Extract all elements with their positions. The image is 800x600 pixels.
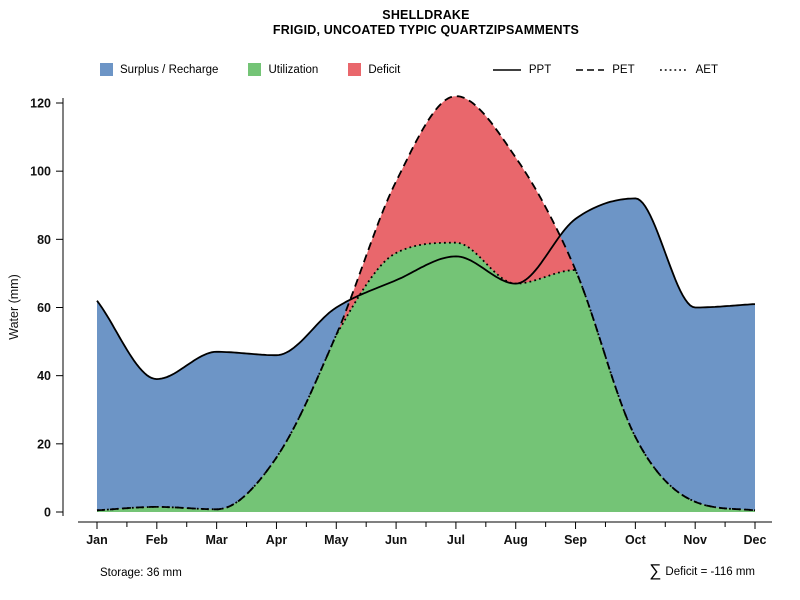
month-label: Jun: [385, 533, 407, 547]
legend-line-group: PPT PET AET: [492, 64, 718, 76]
legend-item-deficit: Deficit: [348, 63, 400, 76]
month-label: Aug: [504, 533, 528, 547]
deficit-annotation: ∑ Deficit = -116 mm: [649, 561, 755, 580]
chart-subtitle: FRIGID, UNCOATED TYPIC QUARTZIPSAMMENTS: [272, 23, 580, 37]
legend-label-surplus: Surplus / Recharge: [120, 63, 219, 76]
legend-item-surplus: Surplus / Recharge: [100, 63, 218, 76]
storage-annotation: Storage: 36 mm: [100, 567, 182, 579]
y-tick-label: 0: [44, 506, 51, 520]
chart-legend: Surplus / Recharge Utilization Deficit P…: [100, 63, 718, 76]
utilization-swatch: [248, 63, 262, 76]
month-label: Sep: [564, 533, 587, 547]
y-tick-label: 40: [37, 369, 51, 383]
legend-item-pet: PET: [575, 63, 635, 76]
month-label: May: [324, 533, 348, 547]
month-label: Jul: [447, 533, 465, 547]
legend-label-deficit: Deficit: [368, 63, 401, 76]
sum-symbol: ∑: [649, 561, 662, 580]
y-tick-label: 80: [37, 233, 51, 247]
deficit-text: Deficit = -116 mm: [665, 566, 755, 578]
month-label: Nov: [683, 533, 707, 547]
legend-item-aet: AET: [659, 64, 718, 76]
y-tick-label: 60: [37, 301, 51, 315]
legend-label-aet: AET: [695, 63, 718, 76]
dotted-line-icon: [659, 68, 688, 71]
legend-label-ppt: PPT: [528, 63, 552, 76]
dashed-line-icon: [576, 68, 605, 71]
legend-label-utilization: Utilization: [268, 63, 319, 76]
y-tick-label: 100: [30, 165, 51, 179]
month-label: Dec: [744, 533, 767, 547]
month-label: Oct: [625, 533, 647, 547]
ppt-line: [96, 197, 756, 381]
month-label: Feb: [146, 533, 169, 547]
chart-title-block: SHELLDRAKE FRIGID, UNCOATED TYPIC QUARTZ…: [52, 8, 800, 38]
aet-line: [96, 241, 756, 512]
utilization-area: [97, 242, 755, 512]
water-balance-chart: 0 20 40 60 80 100 120 Jan Feb Mar Apr May Jun Jul Aug S…: [7, 95, 772, 547]
month-label: Jan: [86, 533, 108, 547]
legend-label-pet: PET: [612, 63, 635, 76]
legend-area-group: Surplus / Recharge Utilization Deficit: [100, 63, 400, 76]
pet-line: [96, 95, 756, 512]
deficit-swatch: [348, 63, 362, 76]
y-tick-label: 20: [37, 437, 51, 451]
legend-item-ppt: PPT: [492, 64, 551, 76]
y-tick-label: 120: [30, 97, 51, 111]
month-label: Mar: [206, 533, 228, 547]
y-axis-title: Water (mm): [7, 274, 21, 340]
surplus-swatch: [100, 63, 113, 76]
solid-line-icon: [492, 68, 521, 71]
month-label: Apr: [266, 533, 288, 547]
legend-item-utilization: Utilization: [248, 63, 318, 76]
chart-title: SHELLDRAKE: [382, 8, 470, 22]
